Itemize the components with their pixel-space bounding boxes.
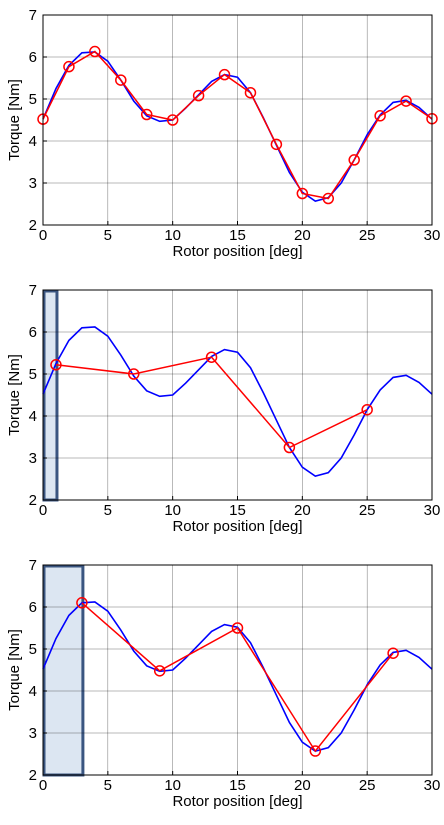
x-tick-label: 10 xyxy=(164,777,181,794)
data-point-marker xyxy=(50,359,62,371)
y-tick-label: 2 xyxy=(29,217,37,234)
series-line-red xyxy=(42,50,433,200)
data-point-marker xyxy=(296,187,309,200)
y-tick-label: 6 xyxy=(29,324,37,341)
y-tick-label: 3 xyxy=(29,725,37,742)
x-tick-label: 25 xyxy=(359,502,376,519)
x-tick-label: 0 xyxy=(39,227,47,244)
x-tick-label: 25 xyxy=(359,777,376,794)
x-tick-label: 15 xyxy=(229,777,246,794)
x-axis-label: Rotor position [deg] xyxy=(172,243,302,260)
y-tick-label: 5 xyxy=(29,366,37,383)
x-tick-label: 10 xyxy=(164,227,181,244)
data-point-marker xyxy=(218,68,231,81)
y-tick-label: 4 xyxy=(29,683,37,700)
data-point-marker xyxy=(153,665,166,677)
x-tick-label: 20 xyxy=(294,227,311,244)
y-tick-label: 4 xyxy=(29,408,37,425)
y-tick-label: 2 xyxy=(29,767,37,784)
x-tick-label: 20 xyxy=(294,502,311,519)
data-point-marker xyxy=(283,441,296,454)
data-point-marker xyxy=(76,597,88,609)
y-tick-label: 3 xyxy=(29,450,37,467)
data-point-marker xyxy=(89,45,101,58)
x-tick-label: 5 xyxy=(104,777,112,794)
data-point-marker xyxy=(322,192,335,205)
highlight-window xyxy=(42,289,59,502)
x-axis-label: Rotor position [deg] xyxy=(172,793,302,810)
x-tick-label: 30 xyxy=(424,777,441,794)
y-tick-label: 2 xyxy=(29,492,37,509)
y-tick-label: 6 xyxy=(29,49,37,66)
x-tick-label: 15 xyxy=(229,502,246,519)
x-tick-label: 30 xyxy=(424,227,441,244)
chart-panel-top: 0 5 10 15 20 25 30 2 3 4 5 6 7 Rotor position [deg] To… xyxy=(6,7,441,260)
x-tick-label: 0 xyxy=(39,502,47,519)
x-tick-label: 5 xyxy=(104,227,112,244)
data-point-marker xyxy=(205,351,218,363)
data-point-marker xyxy=(309,745,322,757)
data-point-marker xyxy=(115,74,127,86)
x-tick-label: 15 xyxy=(229,227,246,244)
data-point-marker xyxy=(270,138,283,151)
x-tick-label: 5 xyxy=(104,502,112,519)
y-tick-label: 4 xyxy=(29,133,37,150)
y-tick-label: 5 xyxy=(29,641,37,658)
chart-panel-bottom: 0 5 10 15 20 25 30 2 3 4 5 6 7 Rotor position [deg] To… xyxy=(6,557,441,810)
data-point-marker xyxy=(192,89,205,102)
y-axis-label: Torque [Nm] xyxy=(6,629,23,711)
data-point-marker xyxy=(166,114,179,126)
data-point-marker xyxy=(63,60,75,73)
x-tick-label: 0 xyxy=(39,777,47,794)
data-point-marker xyxy=(244,86,257,99)
y-tick-label: 5 xyxy=(29,91,37,108)
series-line-red xyxy=(81,602,394,753)
y-tick-label: 3 xyxy=(29,175,37,192)
data-point-marker xyxy=(361,403,373,416)
x-tick-label: 10 xyxy=(164,502,181,519)
chart-panel-middle: 0 5 10 15 20 25 30 2 3 4 5 6 7 Rotor position [deg] To… xyxy=(6,282,441,535)
x-tick-label: 30 xyxy=(424,502,441,519)
y-tick-label: 6 xyxy=(29,599,37,616)
y-tick-label: 7 xyxy=(29,7,37,24)
y-tick-label: 7 xyxy=(29,557,37,574)
data-point-marker xyxy=(140,108,153,121)
x-tick-label: 20 xyxy=(294,777,311,794)
data-point-marker xyxy=(387,647,399,659)
x-tick-label: 25 xyxy=(359,227,376,244)
series-line-red xyxy=(55,356,368,449)
x-axis-label: Rotor position [deg] xyxy=(172,518,302,535)
data-point-marker xyxy=(128,368,140,380)
y-tick-label: 7 xyxy=(29,282,37,299)
data-point-marker xyxy=(231,622,244,634)
y-axis-label: Torque [Nm] xyxy=(6,79,23,161)
data-point-marker xyxy=(400,95,412,107)
highlight-window xyxy=(42,564,85,777)
y-axis-label: Torque [Nm] xyxy=(6,354,23,436)
data-point-marker xyxy=(348,154,360,166)
data-point-marker xyxy=(374,110,386,122)
series-line-blue xyxy=(42,51,433,202)
